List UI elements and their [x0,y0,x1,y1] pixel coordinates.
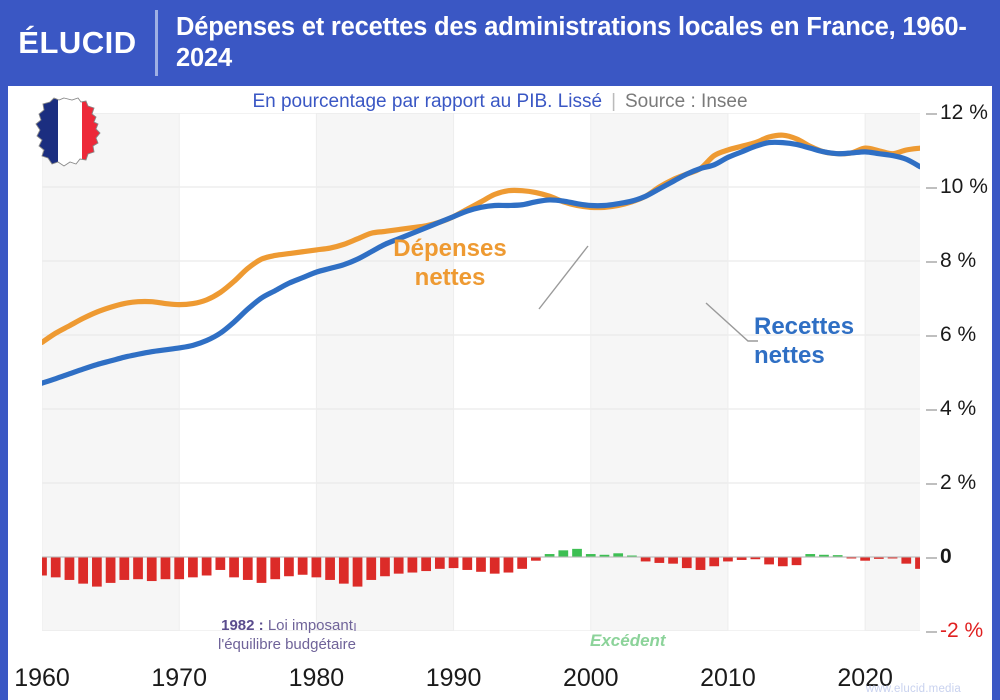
chart-subtitle: En pourcentage par rapport au PIB. Lissé… [8,86,992,118]
elucid-logo-text: ÉLUCID [18,25,137,60]
x-axis-label: 1990 [425,664,482,692]
y-axis-tick-mark [926,113,937,115]
elucid-logo: ÉLUCID [0,0,155,86]
y-axis-tick-mark [926,409,937,411]
y-axis-tick-mark [926,187,937,189]
x-axis-label: 2000 [562,664,619,692]
chart-plot-area: Dépenses nettes Recettes nettes Solde bu… [42,113,920,653]
decade-bands [42,113,920,631]
y-axis-tick-mark [926,335,937,337]
y-axis-tick-mark [926,483,937,485]
x-axis-label: 2010 [700,664,756,692]
chart-svg [42,113,920,631]
page-header: ÉLUCID Dépenses et recettes des administ… [0,0,1000,86]
y-axis-label: 4 % [940,397,977,420]
header-divider [155,10,158,76]
y-axis-label: 10 % [940,175,988,198]
y-axis-label: 0 [940,545,952,568]
subtitle-source-text: Source : Insee [625,91,748,112]
x-axis-label: 2020 [837,664,893,692]
x-axis-label: 1960 [14,664,70,692]
series-lines [42,132,920,386]
arrow-logo-icon [968,681,992,697]
leader-lines [354,245,758,631]
france-flag-map-icon [35,97,101,167]
solde-bars [42,548,920,587]
subtitle-separator: | [611,91,616,112]
y-axis: 12 % 10 % 8 % 6 % 4 % 2 % 0 -2 % [926,101,992,642]
x-axis-label: 1970 [151,664,207,692]
page-footer: www.elucid.media [0,678,1000,700]
x-axis-label: 1980 [288,664,345,692]
y-axis-label: 2 % [940,471,977,494]
y-axis-label: -2 % [940,619,984,642]
chart-card: En pourcentage par rapport au PIB. Lissé… [8,86,992,664]
y-axis-label: 8 % [940,249,977,272]
y-axis-tick-mark [926,557,937,559]
page-title: Dépenses et recettes des administrations… [176,12,967,72]
label-excedent: Excédent [590,631,666,650]
y-axis-tick-mark [926,261,937,263]
y-axis-tick-mark [926,631,937,633]
footer-url-text: www.elucid.media [865,683,961,695]
subtitle-main-text: En pourcentage par rapport au PIB. Lissé [252,91,603,112]
y-axis-label: 6 % [940,323,977,346]
x-axis: 1960 1970 1980 1990 2000 2010 2020 [8,664,992,700]
y-axis-label: 12 % [940,101,988,124]
